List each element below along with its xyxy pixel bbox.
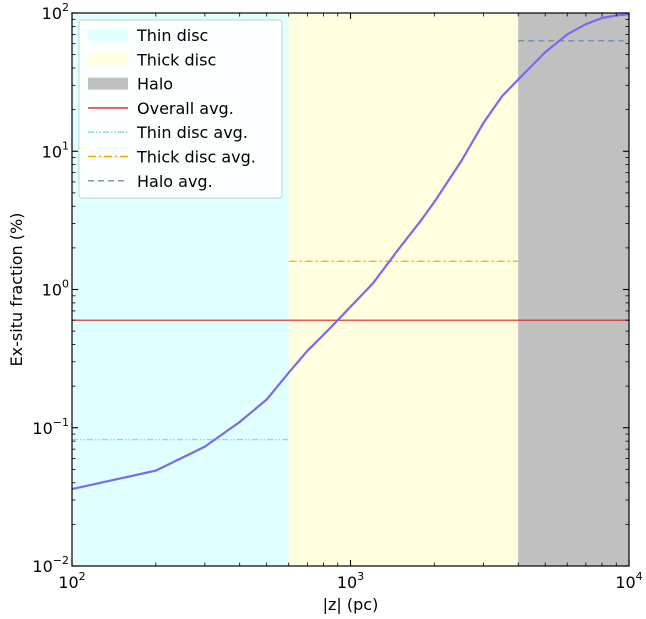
axis-ticks xyxy=(71,12,630,567)
legend-swatch xyxy=(88,77,128,90)
y-axis-label: Ex-situ fraction (%) xyxy=(7,213,26,367)
average-lines xyxy=(72,40,629,441)
y-tick-label: 101 xyxy=(42,139,69,161)
legend: Thin disc Thick disc Halo Overall avg. Thin … xyxy=(78,19,283,199)
legend-label: Halo xyxy=(137,75,173,94)
y-tick-label: 102 xyxy=(42,1,69,23)
legend-label: Thick disc xyxy=(136,50,216,69)
y-tick-label: 10−1 xyxy=(32,416,69,438)
data-series xyxy=(71,13,630,491)
x-tick-label: 102 xyxy=(58,570,85,592)
y-tick-label: 10−2 xyxy=(32,554,69,576)
legend-box xyxy=(78,19,283,199)
tick-labels: 102 103 104 10−2 10−1 100 101 102 xyxy=(32,1,642,592)
legend-label: Thin disc avg. xyxy=(136,123,248,142)
region-band-2 xyxy=(518,13,629,566)
y-tick-label: 100 xyxy=(42,278,69,300)
x-axis-label: |z| (pc) xyxy=(323,595,379,614)
legend-swatch xyxy=(88,29,128,41)
legend-label: Halo avg. xyxy=(137,172,213,191)
legend-label: Overall avg. xyxy=(137,99,234,118)
x-tick-label: 104 xyxy=(615,570,642,592)
x-tick-label: 103 xyxy=(337,570,364,592)
series-line-0 xyxy=(71,13,630,491)
legend-label: Thick disc avg. xyxy=(136,148,256,167)
legend-swatch xyxy=(88,53,128,66)
region-band-1 xyxy=(288,13,519,566)
legend-label: Thin disc xyxy=(136,26,208,45)
